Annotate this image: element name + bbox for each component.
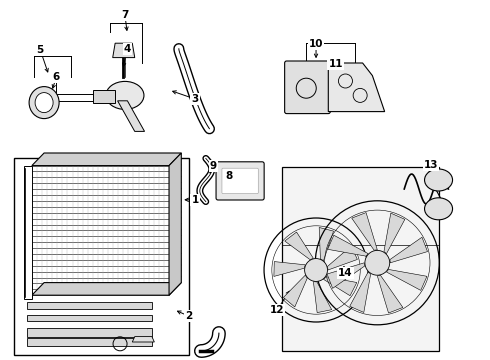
FancyBboxPatch shape — [285, 61, 330, 114]
Text: 10: 10 — [309, 39, 323, 49]
Polygon shape — [274, 262, 305, 276]
Polygon shape — [113, 43, 135, 58]
Polygon shape — [323, 277, 357, 296]
Text: 12: 12 — [270, 305, 284, 315]
Bar — [282, 167, 439, 351]
Ellipse shape — [424, 198, 453, 220]
Text: 11: 11 — [328, 59, 343, 69]
Bar — [24, 166, 32, 299]
Text: 9: 9 — [210, 161, 217, 171]
Circle shape — [305, 258, 327, 282]
Polygon shape — [283, 275, 307, 307]
Polygon shape — [390, 237, 427, 263]
Polygon shape — [132, 337, 154, 342]
Polygon shape — [314, 282, 332, 312]
Ellipse shape — [35, 93, 53, 113]
Polygon shape — [377, 275, 403, 313]
Polygon shape — [327, 263, 365, 288]
Text: 14: 14 — [338, 268, 353, 278]
Bar — [27, 338, 152, 346]
Text: 8: 8 — [226, 171, 233, 181]
Text: 2: 2 — [185, 311, 192, 321]
Bar — [27, 302, 152, 309]
Polygon shape — [93, 90, 115, 103]
Text: 3: 3 — [192, 94, 198, 104]
Polygon shape — [350, 272, 370, 312]
Circle shape — [365, 251, 390, 275]
Polygon shape — [285, 232, 314, 260]
Polygon shape — [384, 213, 405, 253]
Ellipse shape — [424, 169, 453, 191]
Bar — [14, 158, 189, 355]
Polygon shape — [32, 153, 181, 166]
Text: 6: 6 — [53, 72, 60, 82]
Polygon shape — [328, 63, 385, 112]
Ellipse shape — [106, 81, 144, 109]
Text: 1: 1 — [192, 195, 198, 205]
Text: 4: 4 — [123, 44, 131, 54]
Polygon shape — [169, 153, 181, 295]
Text: 5: 5 — [37, 45, 44, 55]
Bar — [27, 315, 152, 321]
Polygon shape — [328, 235, 368, 256]
Bar — [27, 328, 152, 337]
FancyBboxPatch shape — [222, 168, 258, 194]
Polygon shape — [327, 246, 357, 270]
Text: 13: 13 — [424, 160, 439, 170]
Ellipse shape — [29, 87, 59, 118]
Polygon shape — [319, 228, 334, 261]
Polygon shape — [387, 269, 427, 291]
Polygon shape — [352, 213, 377, 250]
FancyBboxPatch shape — [216, 162, 264, 200]
Polygon shape — [32, 283, 181, 295]
Polygon shape — [118, 101, 145, 131]
Text: 7: 7 — [121, 10, 129, 20]
